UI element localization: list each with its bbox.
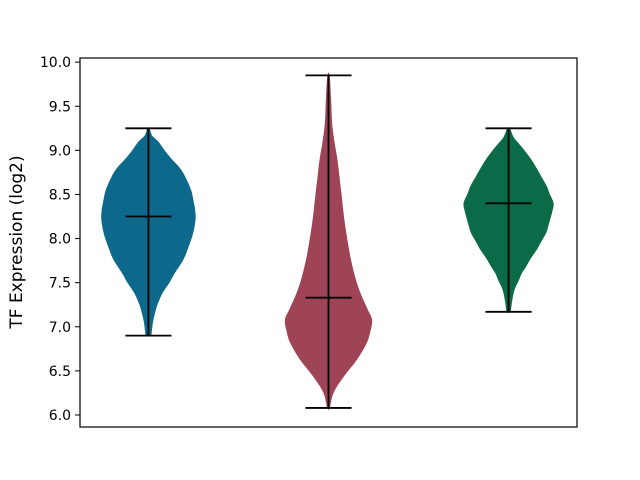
y-tick-label-3: 7.0 [49,320,71,336]
y-tick-label-7: 9.0 [49,143,71,159]
y-tick-label-5: 8.0 [49,232,71,248]
plot-frame [79,57,578,428]
y-axis-label: TF Expression (log2) [7,155,27,329]
y-tick-label-4: 7.5 [49,276,71,292]
y-tick-label-2: 6.5 [49,364,71,380]
y-tick-label-9: 10.0 [40,55,71,71]
y-tick-label-8: 9.5 [49,99,71,115]
y-tick-label-1: 6.0 [49,408,71,424]
y-tick-label-6: 8.5 [49,187,71,203]
